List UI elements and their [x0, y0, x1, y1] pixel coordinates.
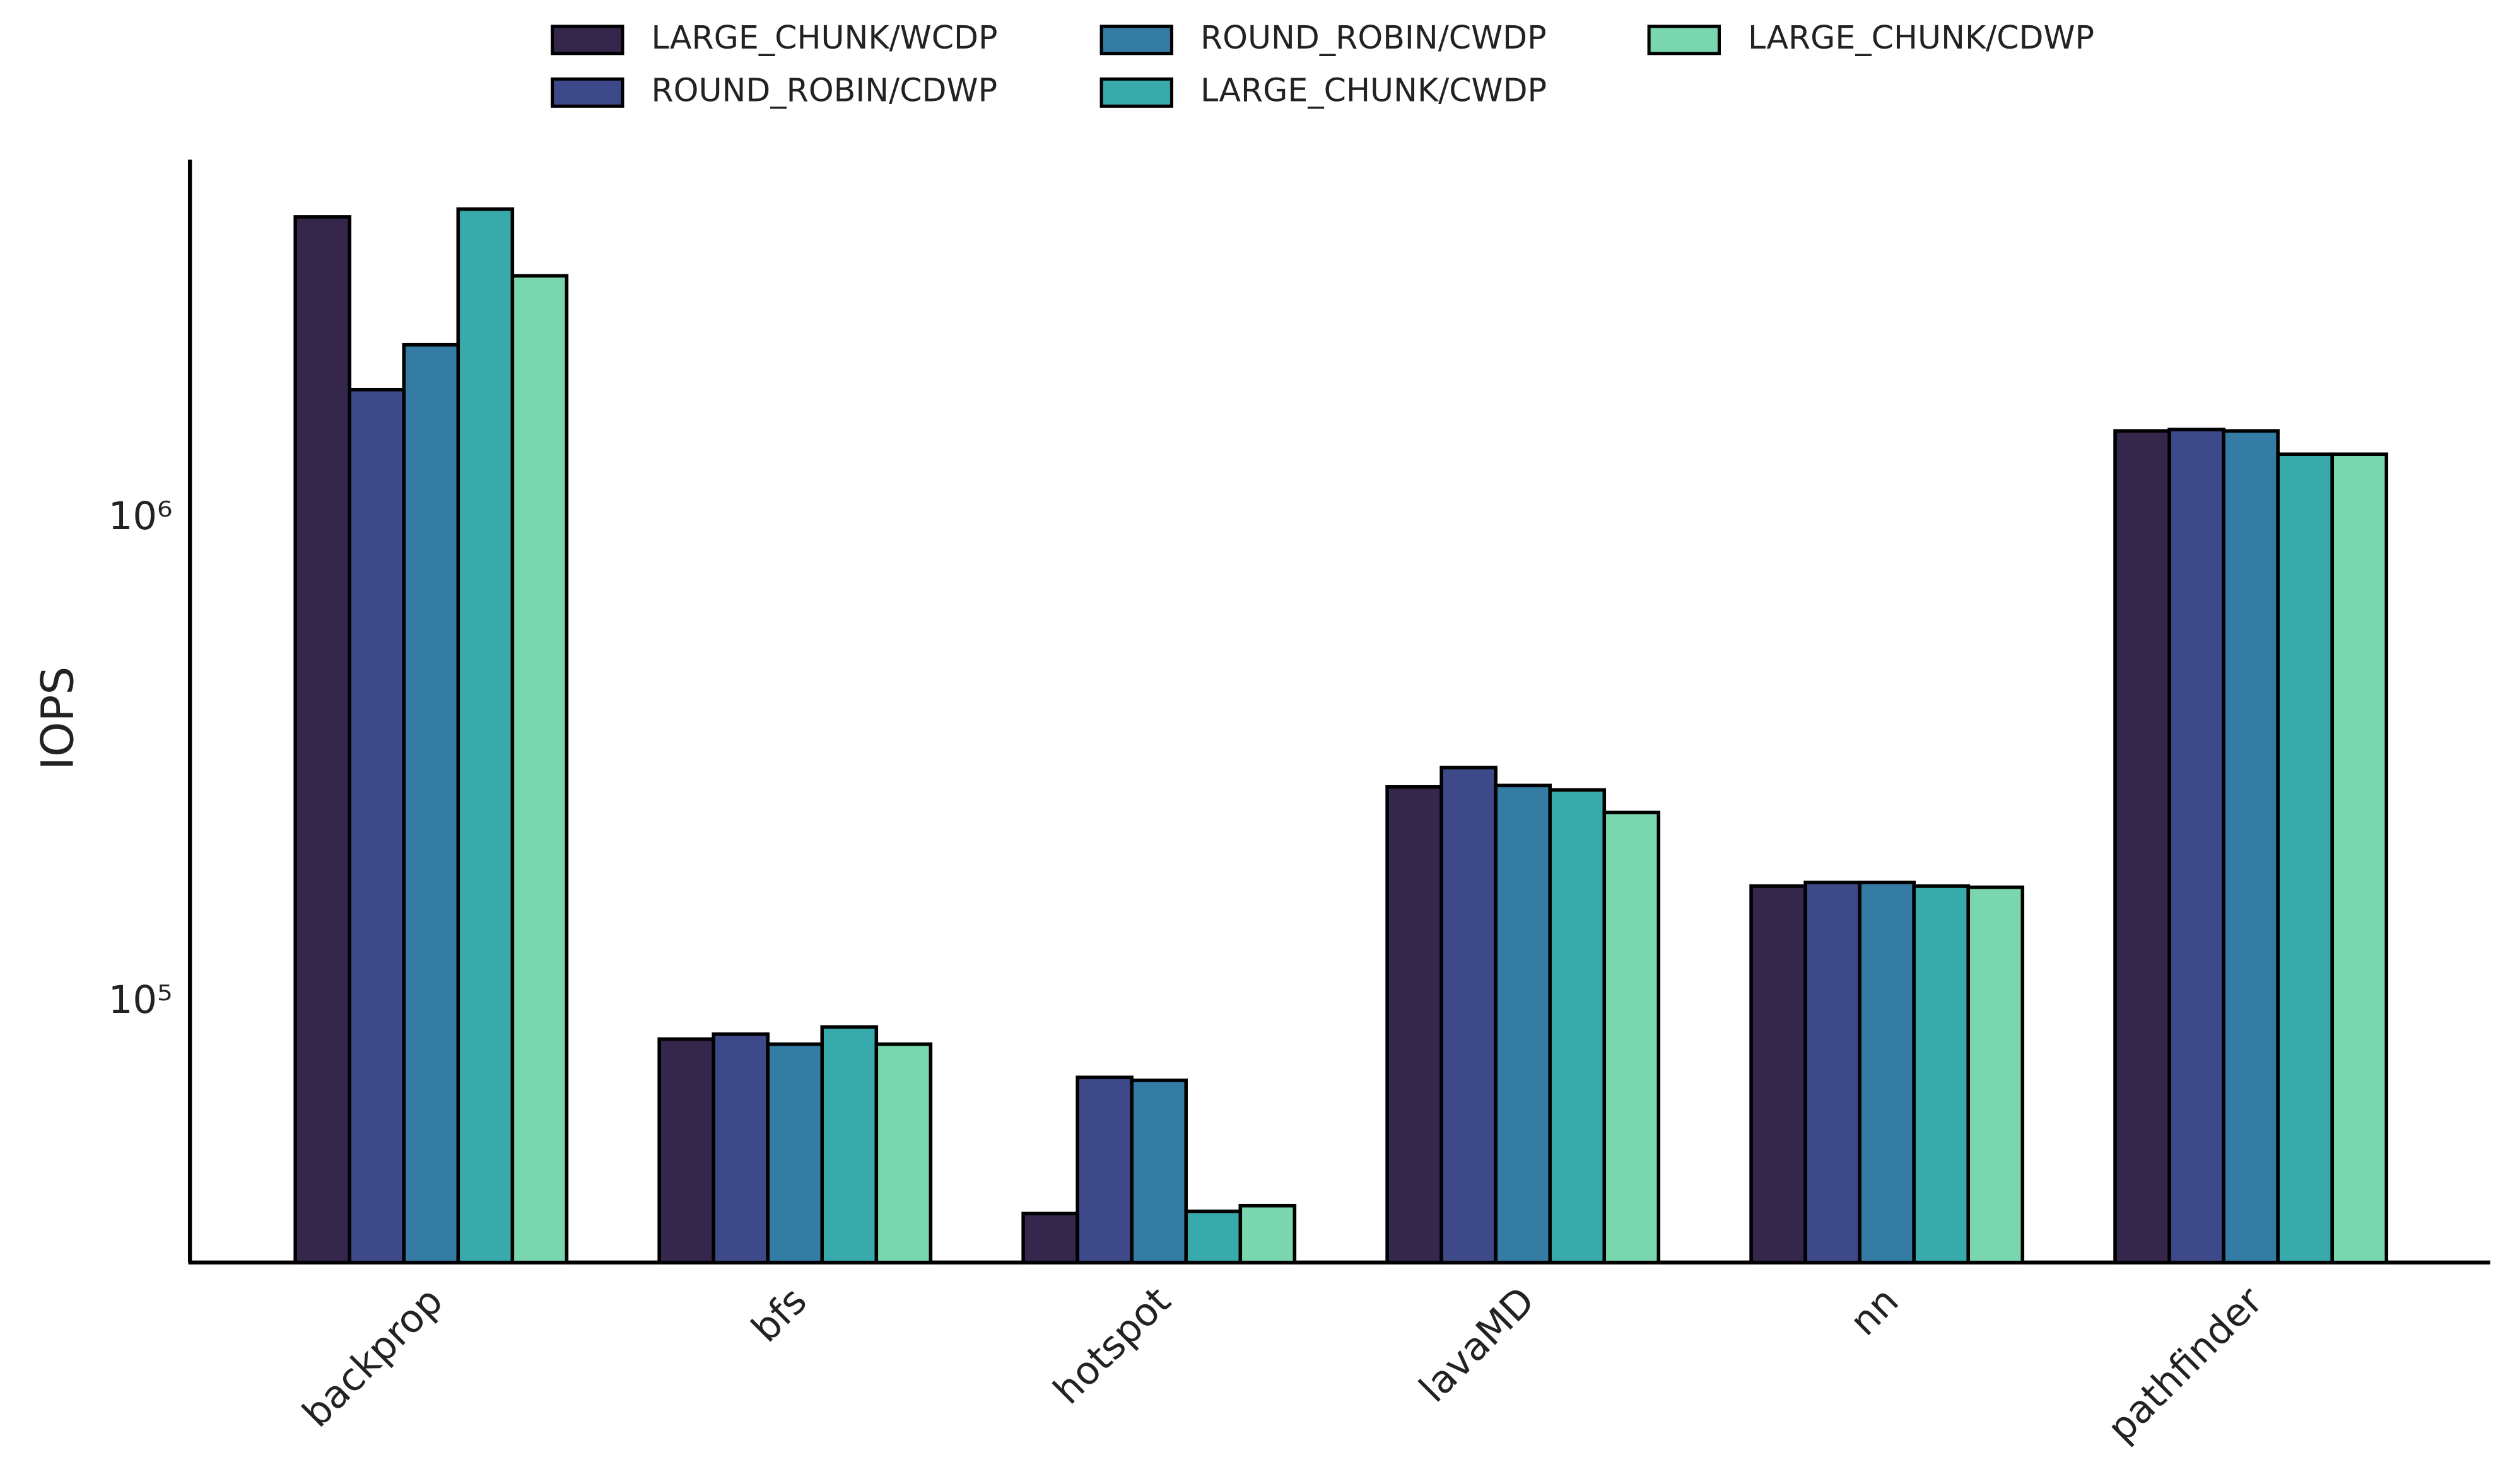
bar: [402, 342, 460, 1265]
bar: [712, 1032, 770, 1265]
bar: [2167, 428, 2225, 1265]
legend-swatch: [1099, 77, 1173, 108]
legend-swatch: [1099, 25, 1173, 56]
bar: [510, 274, 569, 1265]
legend-label: ROUND_ROBIN/CWDP: [1200, 19, 1547, 56]
bar: [1184, 1209, 1243, 1265]
bar: [820, 1025, 879, 1265]
bar: [1548, 788, 1607, 1265]
x-tick-label: hotspot: [1045, 1279, 1180, 1413]
bar: [657, 1037, 715, 1265]
bar: [874, 1042, 933, 1265]
bar: [2276, 452, 2335, 1265]
x-tick-label: backprop: [295, 1279, 452, 1436]
legend-label: LARGE_CHUNK/WCDP: [651, 19, 997, 56]
legend-swatch: [551, 77, 624, 108]
x-tick-label: lavaMD: [1411, 1279, 1544, 1411]
bar: [348, 387, 406, 1265]
legend-label: ROUND_ROBIN/CDWP: [651, 71, 997, 108]
bar: [1021, 1212, 1079, 1265]
bar: [1494, 783, 1552, 1265]
x-tick-label: nn: [1842, 1279, 1908, 1345]
legend-swatch: [1647, 25, 1721, 56]
bar: [1439, 766, 1498, 1265]
bar: [1238, 1203, 1297, 1265]
bar: [766, 1042, 824, 1265]
x-tick-label: bfs: [743, 1279, 815, 1351]
bar: [1385, 785, 1443, 1265]
bar: [2330, 452, 2389, 1265]
y-tick-label: 10⁶: [108, 494, 173, 539]
bar: [1803, 880, 1861, 1265]
bar: [456, 207, 515, 1265]
y-tick-label: 10⁵: [108, 978, 173, 1022]
bar: [1130, 1078, 1188, 1265]
bar: [2113, 429, 2171, 1265]
bar: [1912, 884, 1971, 1265]
legend-label: LARGE_CHUNK/CWDP: [1200, 71, 1547, 108]
bar: [293, 215, 351, 1265]
bar: [1966, 885, 2025, 1265]
y-axis-label: IOPS: [32, 667, 84, 770]
bar: [1076, 1075, 1134, 1265]
bar: [1858, 880, 1916, 1265]
bar: [1749, 884, 1807, 1265]
x-tick-label: pathfinder: [2099, 1279, 2271, 1451]
legend-swatch: [551, 25, 624, 56]
bar: [2222, 429, 2280, 1265]
bar: [1602, 810, 1661, 1265]
legend-label: LARGE_CHUNK/CDWP: [1748, 19, 2094, 56]
